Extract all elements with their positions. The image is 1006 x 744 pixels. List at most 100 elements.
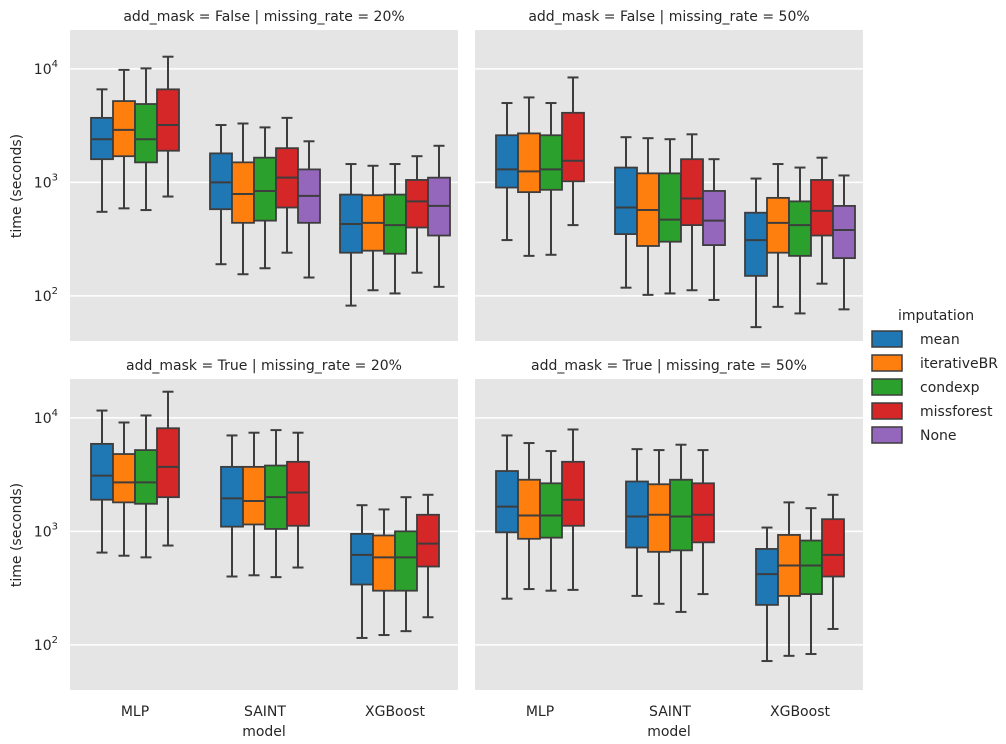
box-mean (90, 409, 114, 554)
box-body (350, 532, 374, 586)
box-missforest (561, 76, 585, 227)
box-body (372, 534, 396, 592)
box-body (788, 200, 812, 257)
box-body (112, 100, 136, 158)
x-tick-label: SAINT (244, 704, 286, 720)
x-tick-label: MLP (526, 704, 554, 720)
box-None (702, 158, 726, 301)
y-tick-label: 103 (34, 521, 58, 540)
box-missforest (810, 156, 834, 285)
box-body (416, 513, 440, 568)
facet-title: add_mask = False | missing_rate = 50% (528, 9, 809, 25)
facet-title: add_mask = False | missing_rate = 20% (123, 9, 404, 25)
box-body (669, 478, 693, 552)
box-missforest (156, 55, 180, 198)
box-body (394, 530, 418, 592)
y-tick-label: 102 (34, 286, 58, 305)
x-tick-label: XGBoost (365, 704, 425, 720)
legend-item: missforest (871, 402, 993, 420)
box-body (539, 134, 563, 191)
box-iterativeBR (242, 431, 266, 577)
box-body (90, 442, 114, 501)
legend-label: missforest (920, 404, 993, 420)
y-tick-label: 104 (34, 408, 58, 427)
box-body (220, 465, 244, 528)
box-iterativeBR (517, 442, 541, 591)
box-mean (220, 434, 244, 578)
x-tick-label: XGBoost (770, 704, 830, 720)
box-body (625, 480, 649, 549)
box-body (517, 478, 541, 540)
box-iterativeBR (517, 96, 541, 257)
box-body (134, 103, 158, 164)
box-missforest (416, 493, 440, 619)
box-mean (495, 434, 519, 600)
box-body (134, 449, 158, 505)
legend-label: None (920, 428, 957, 444)
box-body (766, 196, 790, 254)
box-condexp (539, 102, 563, 256)
facet-title: add_mask = True | missing_rate = 50% (531, 358, 807, 374)
box-body (614, 166, 638, 235)
box-iterativeBR (777, 501, 801, 657)
box-body (209, 152, 233, 211)
legend: imputation mean iterativeBR condexp missfor… (871, 308, 998, 444)
facet-panel: add_mask = True | missing_rate = 50% MLP S… (475, 358, 863, 720)
box-body (156, 88, 180, 152)
box-missforest (156, 390, 180, 547)
x-tick-label: MLP (121, 704, 149, 720)
box-body (702, 190, 726, 246)
box-None (427, 144, 451, 288)
box-body (253, 156, 277, 222)
legend-item: mean (871, 330, 960, 348)
y-axis-label-top: time (seconds) (9, 134, 25, 238)
y-axis-label-bottom: time (seconds) (9, 483, 25, 587)
box-condexp (669, 443, 693, 613)
box-body (286, 460, 310, 527)
box-missforest (691, 449, 715, 596)
box-body (647, 483, 671, 553)
legend-item: condexp (871, 378, 980, 396)
legend-swatch (871, 330, 903, 348)
box-mean (90, 88, 114, 213)
legend-swatch (871, 378, 903, 396)
facet-panels: 102 103 104 add_mask = False | missing_rate… (34, 9, 863, 720)
box-body (691, 482, 715, 544)
box-body (744, 211, 768, 277)
box-missforest (286, 431, 310, 569)
box-body (680, 158, 704, 227)
box-condexp (788, 166, 812, 315)
box-iterativeBR (647, 449, 671, 605)
legend-swatch (871, 426, 903, 444)
box-mean (495, 102, 519, 242)
box-iterativeBR (372, 508, 396, 637)
y-tick-label: 103 (34, 172, 58, 191)
legend-swatch (871, 354, 903, 372)
box-body (242, 465, 266, 526)
box-body (231, 161, 255, 224)
legend-item: None (871, 426, 957, 444)
box-condexp (658, 138, 682, 295)
box-body (561, 111, 585, 183)
box-iterativeBR (766, 163, 790, 308)
x-tick-label: SAINT (649, 704, 691, 720)
box-condexp (134, 414, 158, 559)
box-condexp (799, 507, 823, 656)
box-missforest (821, 493, 845, 630)
x-axis-label-right: model (647, 724, 691, 740)
box-body (495, 134, 519, 189)
facet-panel: 102 103 104 add_mask = False | missing_rate… (34, 9, 458, 341)
box-body (832, 205, 856, 260)
box-body (112, 453, 136, 504)
box-condexp (394, 496, 418, 633)
box-body (755, 548, 779, 606)
box-body (561, 460, 585, 527)
box-condexp (134, 67, 158, 212)
box-mean (209, 124, 233, 266)
legend-item: iterativeBR (871, 354, 998, 372)
x-axis-label-left: model (242, 724, 286, 740)
box-missforest (561, 428, 585, 591)
box-iterativeBR (636, 137, 660, 296)
box-body (799, 539, 823, 595)
